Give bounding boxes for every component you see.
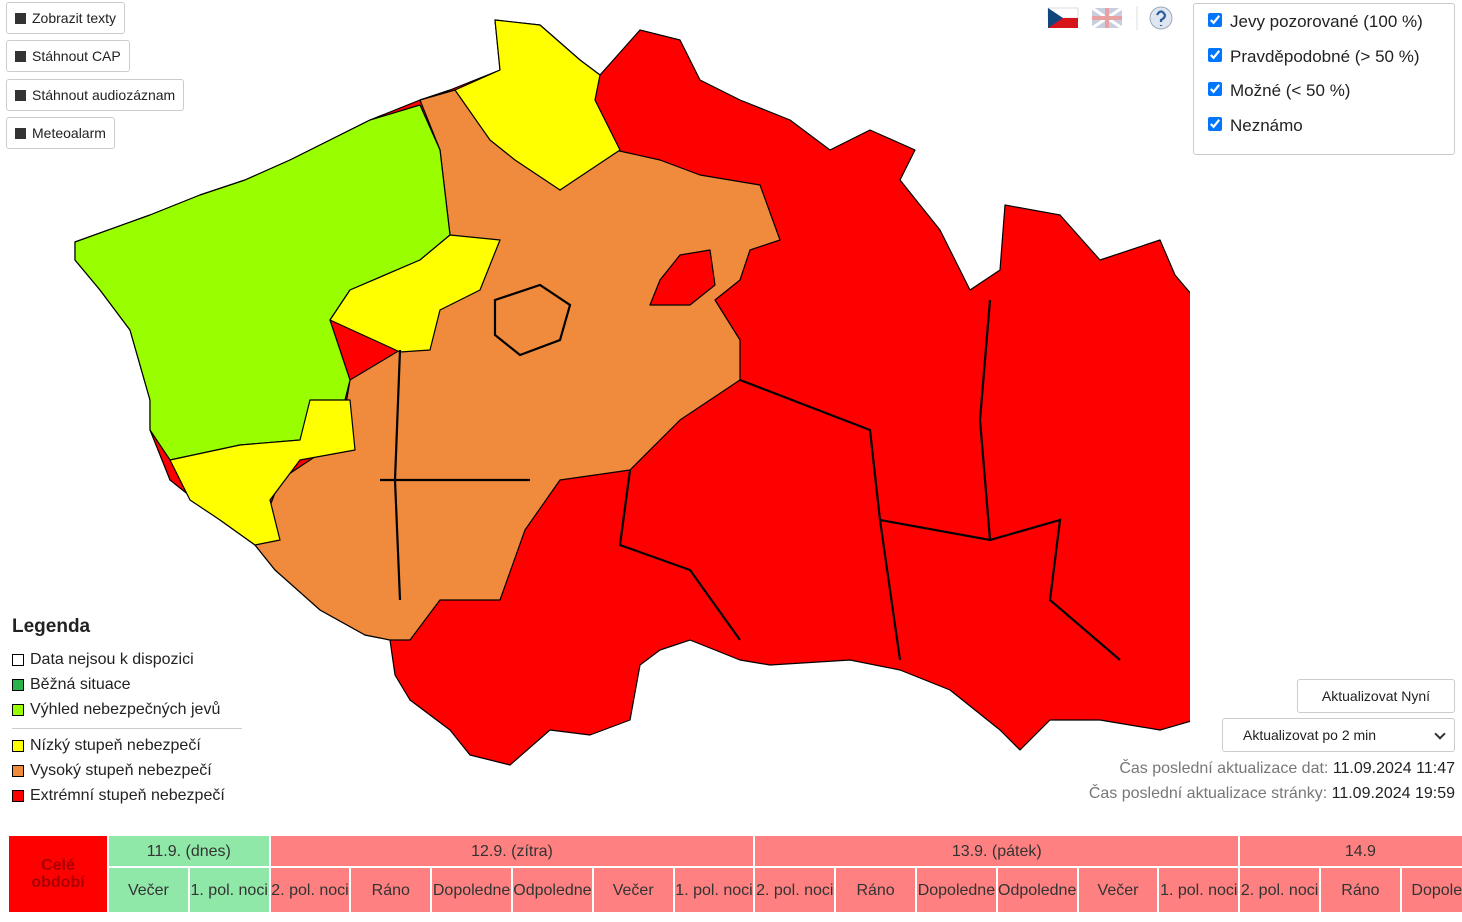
filter-checkbox[interactable] bbox=[1208, 82, 1222, 96]
help-icon-glyph bbox=[1156, 10, 1167, 26]
map-region-yellow[interactable] bbox=[329, 234, 501, 353]
period-cell[interactable]: Dopoledne bbox=[916, 867, 997, 913]
legend-item: Nízký stupeň nebezpečí bbox=[12, 733, 242, 758]
map-region-red[interactable] bbox=[649, 249, 716, 306]
legend-label: Běžná situace bbox=[30, 675, 131, 693]
legend-swatch bbox=[12, 703, 24, 716]
help-icon[interactable] bbox=[1149, 6, 1173, 30]
legend-label: Nízký stupeň nebezpečí bbox=[30, 736, 201, 754]
whole-period-cell[interactable]: Celé období bbox=[8, 835, 108, 913]
show-texts-button[interactable]: Zobrazit texty bbox=[6, 2, 126, 34]
language-flags bbox=[1047, 6, 1173, 30]
filter-label: Jevy pozorované (100 %) bbox=[1230, 12, 1423, 31]
legend-title: Legenda bbox=[12, 616, 91, 637]
legend: Legenda Data nejsou k dispozici Běžná sit… bbox=[12, 616, 242, 808]
period-cell[interactable]: 1. pol. noci bbox=[1158, 867, 1240, 913]
flag-cz-part bbox=[1048, 18, 1078, 28]
flag-uk-part bbox=[1092, 8, 1122, 28]
day-header[interactable]: 12.9. (zítra) bbox=[269, 835, 755, 867]
period-cell[interactable]: 2. pol. noci bbox=[754, 867, 836, 913]
period-cell[interactable]: Ráno bbox=[350, 867, 432, 913]
filter-label: Pravděpodobné (> 50 %) bbox=[1230, 46, 1420, 66]
legend-item: Extrémní stupeň nebezpečí bbox=[12, 783, 242, 808]
filter-label: Neznámo bbox=[1230, 115, 1303, 135]
period-cell[interactable]: Odpoledne bbox=[512, 867, 593, 913]
filter-checkbox[interactable] bbox=[1208, 47, 1222, 62]
period-cell[interactable]: Ráno bbox=[1320, 867, 1401, 913]
region-border bbox=[493, 283, 572, 357]
meteoalarm-button[interactable]: Meteoalarm bbox=[6, 117, 115, 149]
download-cap-button[interactable]: Stáhnout CAP bbox=[6, 40, 130, 72]
update-label: Čas poslední aktualizace stránky: bbox=[1088, 785, 1328, 802]
download-audio-button[interactable]: Stáhnout audiozáznam bbox=[6, 79, 185, 111]
legend-item: Výhled nebezpečných jevů bbox=[12, 697, 242, 722]
timeline: Celé období 11.9. (dnes) Večer 1. pol. noc… bbox=[8, 835, 1462, 913]
legend-swatch bbox=[12, 739, 24, 752]
filter-option[interactable]: Pravděpodobné (> 50 %) bbox=[1206, 47, 1454, 82]
period-cell[interactable]: Dopoledne bbox=[431, 867, 512, 913]
update-time: Čas poslední aktualizace dat: 11.09.2024… bbox=[1119, 760, 1455, 778]
legend-label: Výhled nebezpečných jevů bbox=[30, 700, 221, 718]
refresh-now-button[interactable]: Aktualizovat Nyní bbox=[1297, 679, 1455, 713]
filter-option[interactable]: Možné (< 50 %) bbox=[1206, 81, 1454, 116]
warning-map bbox=[74, 6, 1190, 766]
legend-label: Data nejsou k dispozici bbox=[30, 650, 194, 668]
legend-item: Data nejsou k dispozici bbox=[12, 647, 242, 672]
map-region-yellow[interactable] bbox=[454, 19, 621, 191]
period-cell[interactable]: 2. pol. noci bbox=[1239, 867, 1320, 913]
day-header[interactable]: 13.9. (pátek) bbox=[754, 835, 1240, 867]
day-header[interactable]: 11.9. (dnes) bbox=[108, 835, 270, 867]
period-cell[interactable]: Večer bbox=[108, 867, 189, 913]
day-header[interactable]: 14.9 bbox=[1239, 835, 1462, 867]
map-region-yellow[interactable] bbox=[169, 399, 356, 546]
period-cell[interactable]: 1. pol. noci bbox=[188, 867, 270, 913]
period-cell[interactable]: Ráno bbox=[835, 867, 916, 913]
legend-swatch bbox=[12, 653, 24, 666]
update-value: 11.09.2024 19:59 bbox=[1331, 785, 1455, 802]
period-cell[interactable]: Dopoled bbox=[1400, 867, 1462, 913]
period-cell[interactable]: 2. pol. noci bbox=[269, 867, 351, 913]
legend-separator bbox=[12, 728, 242, 729]
filter-panel: Jevy pozorované (100 %) Pravděpodobné (> … bbox=[1193, 3, 1455, 155]
legend-swatch bbox=[12, 789, 24, 802]
legend-item: Běžná situace bbox=[12, 672, 242, 697]
legend-swatch bbox=[12, 764, 24, 777]
update-time: Čas poslední aktualizace stránky: 11.09.… bbox=[1089, 785, 1455, 803]
filter-checkbox[interactable] bbox=[1208, 13, 1222, 27]
filter-option[interactable]: Neznámo bbox=[1206, 116, 1454, 151]
flag-cz-part bbox=[1048, 8, 1063, 28]
update-value: 11.09.2024 11:47 bbox=[1332, 760, 1455, 777]
period-cell[interactable]: Večer bbox=[592, 867, 674, 913]
filter-option[interactable]: Jevy pozorované (100 %) bbox=[1206, 12, 1454, 47]
legend-label: Vysoký stupeň nebezpečí bbox=[30, 761, 212, 779]
period-cell[interactable]: Večer bbox=[1077, 867, 1159, 913]
update-label: Čas poslední aktualizace dat: bbox=[1119, 760, 1329, 777]
period-cell[interactable]: Odpoledne bbox=[996, 867, 1078, 913]
legend-item: Vysoký stupeň nebezpečí bbox=[12, 758, 242, 783]
filter-label: Možné (< 50 %) bbox=[1230, 81, 1351, 100]
period-cell[interactable]: 1. pol. noci bbox=[673, 867, 755, 913]
legend-label: Extrémní stupeň nebezpečí bbox=[30, 786, 225, 804]
filter-checkbox[interactable] bbox=[1208, 116, 1222, 131]
refresh-interval-select[interactable]: Aktualizovat po 2 min bbox=[1222, 718, 1455, 752]
legend-swatch bbox=[12, 678, 24, 691]
region-border bbox=[380, 299, 1121, 661]
